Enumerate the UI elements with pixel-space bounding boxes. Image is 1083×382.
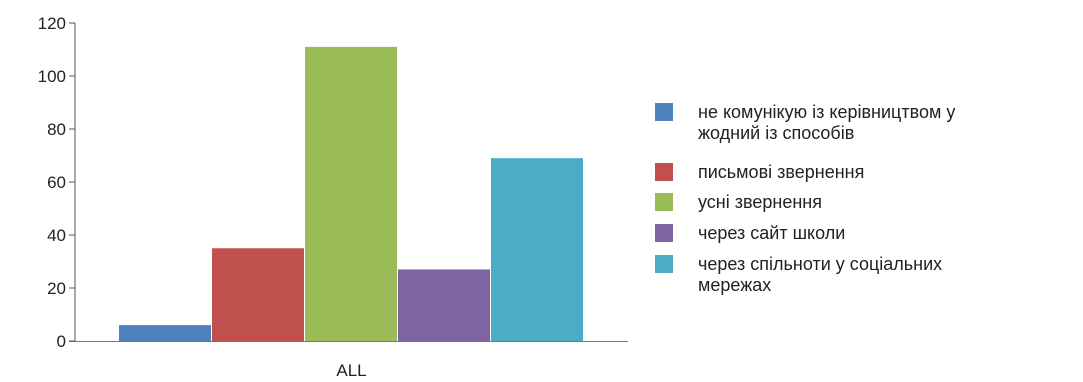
legend-swatch-1 (655, 103, 673, 121)
y-tick-label: 20 (47, 279, 66, 298)
legend-swatch-5 (655, 255, 673, 273)
y-tick-label: 120 (38, 14, 66, 33)
bar-5 (491, 158, 583, 341)
bar-2 (212, 248, 304, 341)
y-tick-label: 100 (38, 67, 66, 86)
y-tick-label: 60 (47, 173, 66, 192)
legend-swatch-2 (655, 163, 673, 181)
legend-label: письмові звернення (698, 162, 864, 182)
y-tick-label: 80 (47, 120, 66, 139)
axes: 0 20 40 60 80 100 120 ALL (38, 14, 628, 380)
x-category-label: ALL (336, 361, 366, 380)
bars (119, 46, 583, 341)
bar-4 (398, 269, 490, 341)
legend-label: мережах (698, 275, 771, 295)
bar-3 (305, 46, 397, 341)
bar-1 (119, 325, 211, 341)
legend-swatch-3 (655, 193, 673, 211)
legend-label: жодний із способів (698, 123, 854, 143)
y-tick-label: 40 (47, 226, 66, 245)
legend-label: через сайт школи (698, 223, 845, 243)
legend-label: не комунікую із керівництвом у (698, 102, 955, 122)
legend-swatch-4 (655, 224, 673, 242)
legend-label: усні звернення (698, 192, 822, 212)
y-tick-label: 0 (57, 332, 66, 351)
legend-label: через спільноти у соціальних (698, 254, 942, 274)
